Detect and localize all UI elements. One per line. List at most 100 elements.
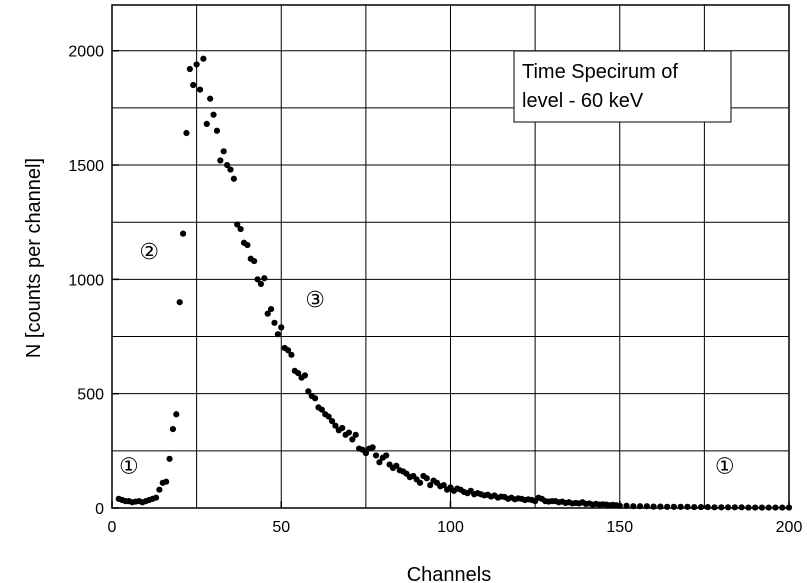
data-point [779, 504, 786, 511]
legend-line-2: level - 60 keV [522, 90, 644, 112]
data-point [372, 452, 380, 459]
x-axis-title: Channels [407, 564, 492, 583]
data-point [156, 486, 163, 493]
data-point [623, 502, 630, 509]
data-point [440, 482, 447, 489]
data-point [772, 504, 779, 511]
data-point [264, 310, 271, 317]
data-point [196, 86, 204, 93]
data-point [369, 444, 376, 451]
data-point [237, 225, 244, 233]
annotation-label: ③ [305, 288, 325, 313]
legend-line-1: Time Specirum of [522, 61, 678, 83]
x-tick-label: 0 [108, 519, 117, 536]
data-point [664, 503, 671, 510]
data-point [261, 275, 268, 282]
data-point [220, 148, 227, 155]
y-tick-label: 1500 [68, 158, 104, 175]
data-point [657, 503, 664, 510]
data-point [383, 452, 390, 459]
data-point [677, 503, 684, 510]
legend-box: Time Specirum of level - 60 keV [513, 50, 732, 123]
data-point [288, 351, 295, 358]
x-tick-label: 50 [272, 519, 290, 536]
data-point [684, 503, 691, 510]
annotations: ① ② ③ ① [119, 240, 734, 480]
data-point [711, 504, 718, 511]
x-tick-label: 200 [776, 519, 803, 536]
data-point [217, 157, 224, 164]
data-point [254, 276, 261, 283]
data-point [691, 503, 698, 511]
data-point [271, 319, 278, 326]
data-point [203, 120, 210, 127]
data-point [427, 482, 434, 489]
data-point [616, 502, 623, 509]
data-point [423, 475, 430, 482]
data-point [718, 504, 725, 511]
data-point [362, 450, 369, 457]
data-point [738, 504, 745, 511]
data-point [697, 503, 705, 511]
data-point [169, 426, 177, 433]
data-point [166, 455, 173, 462]
data-point [745, 504, 752, 511]
data-point [345, 429, 353, 436]
y-tick-label: 500 [77, 387, 104, 404]
data-point [301, 372, 309, 379]
data-point [163, 478, 170, 485]
data-point [227, 166, 234, 173]
annotation-label: ① [715, 455, 735, 480]
data-point [230, 175, 237, 182]
data-point [332, 422, 339, 429]
annotation-label: ② [139, 240, 159, 265]
data-point [190, 81, 197, 89]
annotation-label: ① [119, 455, 139, 480]
data-point [393, 462, 400, 469]
data-point [758, 504, 766, 511]
data-point [244, 241, 251, 249]
data-point [318, 406, 325, 413]
x-tick-label: 150 [606, 519, 633, 536]
y-tick-label: 2000 [68, 44, 104, 61]
data-point [251, 257, 258, 265]
data-point [312, 395, 319, 402]
data-point [376, 459, 383, 466]
axis-ticks [111, 49, 790, 509]
data-point [193, 61, 200, 68]
data-point [630, 503, 637, 510]
y-tick-label: 1000 [68, 272, 104, 289]
data-point [257, 280, 265, 288]
y-tick-label: 0 [95, 501, 104, 518]
data-point [670, 503, 678, 510]
data-point [328, 418, 336, 425]
data-point [179, 230, 187, 237]
data-point [278, 324, 285, 331]
data-point [200, 55, 207, 62]
data-point [785, 504, 793, 511]
data-point [352, 431, 359, 438]
data-point [325, 413, 332, 420]
data-point [416, 479, 424, 486]
data-point [186, 65, 193, 73]
y-axis-title: N [counts per channel] [23, 158, 45, 358]
data-point [183, 129, 190, 137]
data-point [173, 411, 180, 418]
data-point [274, 331, 281, 338]
data-point [650, 503, 657, 510]
data-point [305, 388, 312, 395]
data-point [765, 504, 772, 511]
data-point [267, 305, 275, 313]
data-point [152, 494, 160, 501]
data-point [207, 95, 214, 102]
data-point [284, 347, 292, 354]
data-points [115, 55, 793, 511]
data-point [213, 127, 221, 134]
data-point [223, 161, 231, 169]
x-tick-label: 100 [437, 519, 464, 536]
data-point [636, 503, 644, 510]
data-point [295, 370, 302, 377]
data-point [752, 504, 759, 511]
